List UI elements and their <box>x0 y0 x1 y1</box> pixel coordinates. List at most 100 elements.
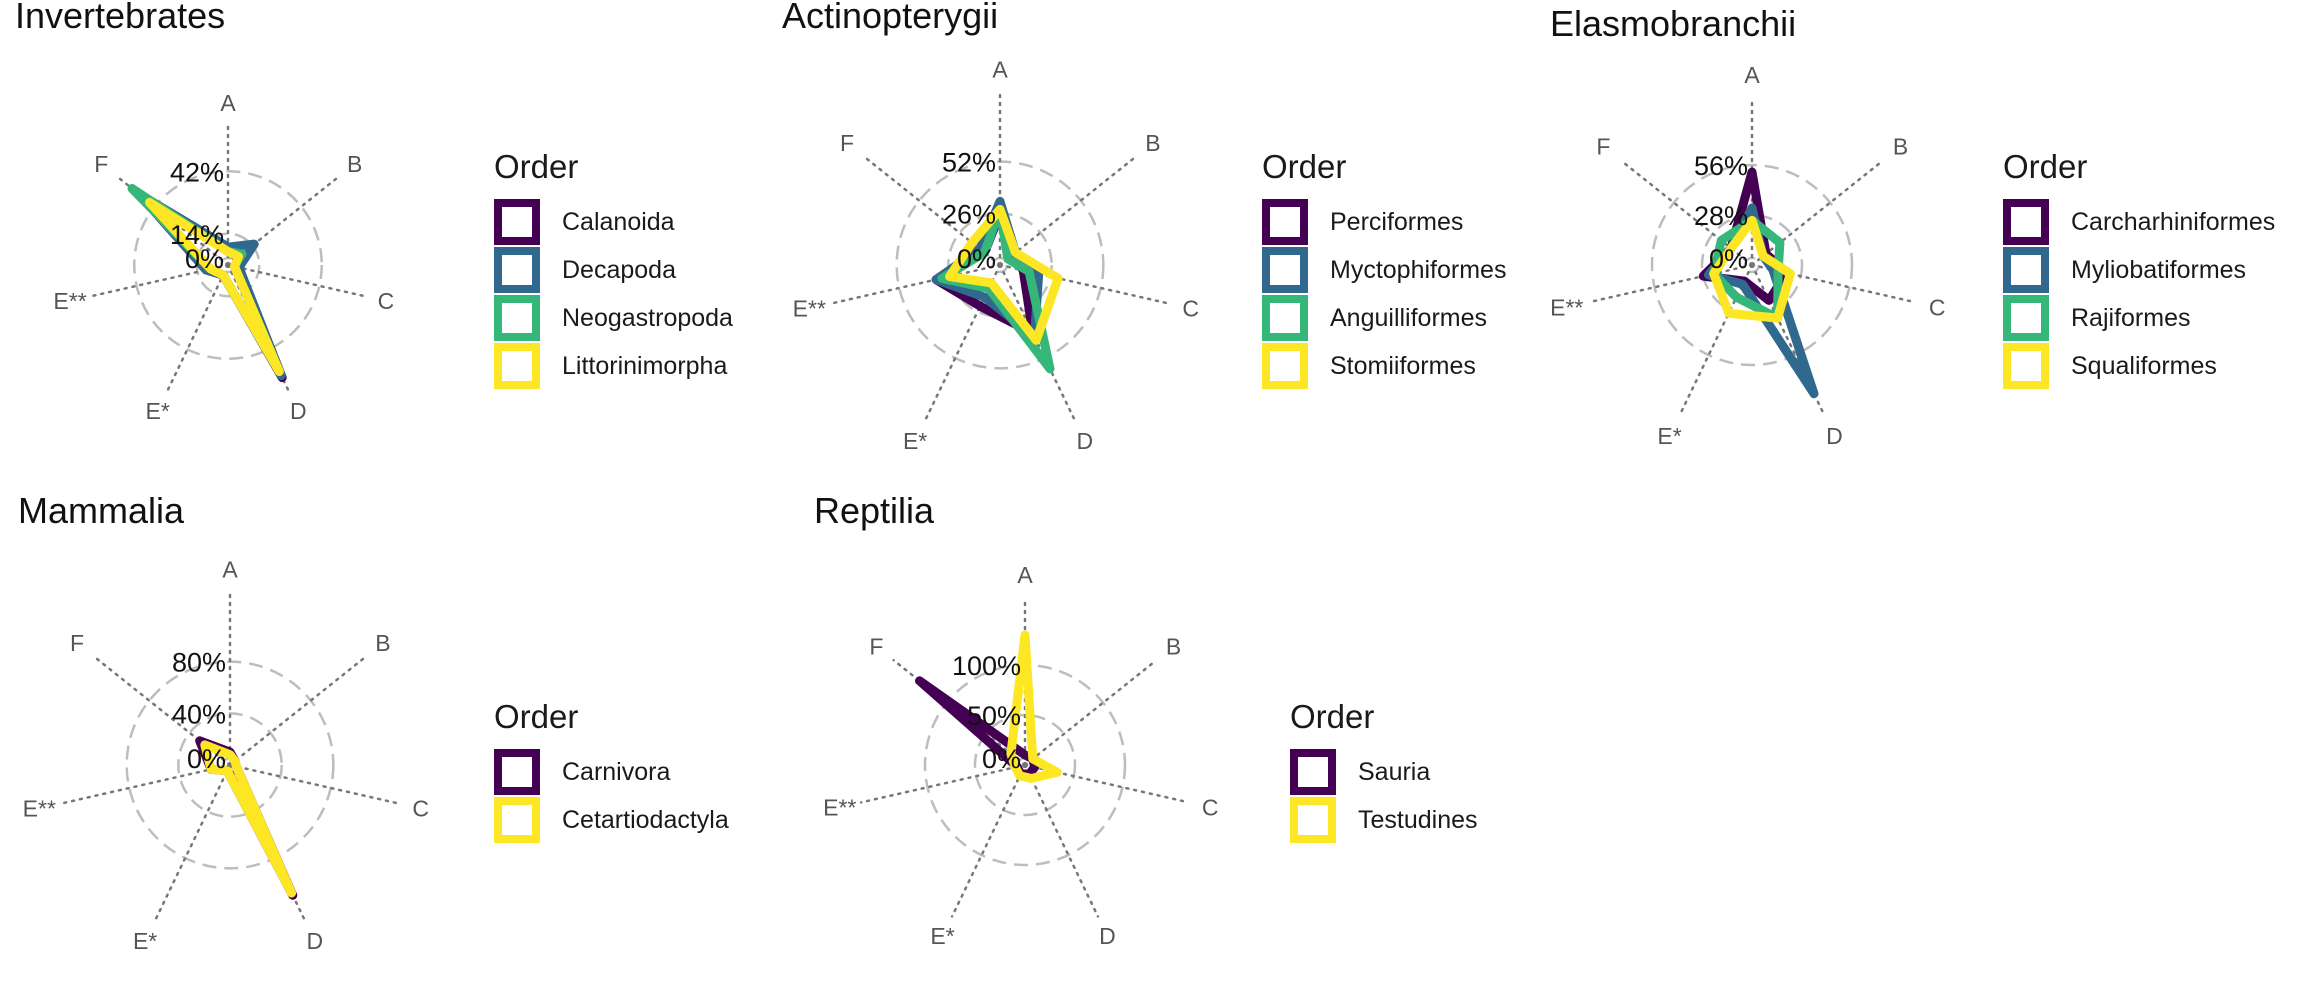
legend-label: Myctophiformes <box>1330 255 1507 284</box>
legend-key-swatch <box>2003 343 2049 389</box>
legend-key-swatch <box>494 247 540 293</box>
legend-item: Carnivora <box>494 748 729 796</box>
axis-label: A <box>220 90 236 116</box>
legend-key-swatch <box>1290 797 1336 843</box>
legend-item: Stomiiformes <box>1262 342 1506 390</box>
axis-spoke <box>1023 763 1100 918</box>
ring-label: 50% <box>967 701 1021 731</box>
axis-spoke <box>829 263 1002 305</box>
ring-label: 42% <box>170 157 224 187</box>
axis-spoke <box>153 763 232 923</box>
axis-label: F <box>94 151 108 177</box>
legend-label: Sauria <box>1358 757 1431 786</box>
axis-label: E** <box>23 796 56 822</box>
axis-label: E* <box>903 428 927 454</box>
legend-label: Stomiiformes <box>1330 351 1476 380</box>
axis-label: D <box>1826 423 1843 449</box>
legend-item: Carcharhiniformes <box>2003 198 2275 246</box>
ring-label: 40% <box>172 699 226 729</box>
legend-item: Squaliformes <box>2003 342 2275 390</box>
axis-label: A <box>992 56 1008 82</box>
ring-label: 0% <box>982 744 1021 774</box>
legend-key-swatch <box>494 295 540 341</box>
ring-label: 100% <box>952 651 1021 681</box>
legend-key-swatch <box>1290 749 1336 795</box>
legend-item: Decapoda <box>494 246 733 294</box>
axis-label: C <box>412 796 429 822</box>
axis-label: D <box>1077 428 1094 454</box>
axis-label: B <box>1893 134 1908 160</box>
legend-label: Squaliformes <box>2071 351 2217 380</box>
axis-label: D <box>307 928 324 954</box>
axis-spoke <box>166 263 230 393</box>
axis-label: A <box>1017 562 1033 588</box>
series-polygon <box>200 740 297 898</box>
ring-label: 56% <box>1694 151 1748 181</box>
legend-item: Anguilliformes <box>1262 294 1506 342</box>
ring-label: 14% <box>170 220 224 250</box>
axis-spoke <box>950 763 1027 918</box>
legend-item: Cetartiodactyla <box>494 796 729 844</box>
axis-label: F <box>70 630 84 656</box>
chart-title: Elasmobranchii <box>1550 3 1796 44</box>
legend-label: Littorinimorpha <box>562 351 728 380</box>
axis-spoke <box>117 176 230 267</box>
axis-spoke <box>226 263 366 298</box>
axis-label: E** <box>823 794 856 820</box>
chart-title: Actinopterygii <box>782 0 998 36</box>
series-polygon <box>937 204 1055 374</box>
series-polygon <box>145 197 284 377</box>
axis-spoke <box>1023 659 1158 767</box>
legend-item: Calanoida <box>494 198 733 246</box>
axis-label: F <box>869 634 883 660</box>
axis-label: C <box>378 288 395 314</box>
chart-title: Mammalia <box>18 490 185 531</box>
axis-label: B <box>1166 634 1181 660</box>
axis-label: E* <box>930 923 954 949</box>
legend-label: Carcharhiniformes <box>2071 207 2276 236</box>
series-polygon <box>1006 630 1062 783</box>
axis-label: E* <box>146 398 170 424</box>
legend-key-swatch <box>2003 199 2049 245</box>
legend-key-swatch <box>2003 247 2049 293</box>
axis-spoke <box>863 155 1002 267</box>
axis-label: B <box>1145 130 1160 156</box>
axis-label: C <box>1182 296 1199 322</box>
legend-label: Neogastropoda <box>562 303 733 332</box>
legend-title: Order <box>2003 148 2088 185</box>
legend-item: Littorinimorpha <box>494 342 733 390</box>
legend-key-swatch <box>494 749 540 795</box>
axis-label: F <box>840 130 854 156</box>
series-polygon <box>945 204 1063 345</box>
legend-key-swatch <box>494 343 540 389</box>
legend-key-swatch <box>494 797 540 843</box>
axis-label: B <box>375 630 390 656</box>
legend: Order Carnivora Cetartiodactyla <box>494 698 729 844</box>
ring-label: 52% <box>942 148 996 178</box>
axis-spoke <box>998 263 1171 305</box>
axis-spoke <box>998 155 1137 267</box>
legend-item: Myliobatiformes <box>2003 246 2275 294</box>
legend-key-swatch <box>1262 199 1308 245</box>
legend-key-swatch <box>1262 295 1308 341</box>
ring-label: 26% <box>942 199 996 229</box>
ring-label: 28% <box>1694 201 1748 231</box>
legend-title: Order <box>1290 698 1375 735</box>
axis-spoke <box>228 763 401 805</box>
ring-label: 80% <box>172 648 226 678</box>
axis-label: E** <box>53 288 86 314</box>
legend: Order Perciformes Myctophiformes Anguillifo… <box>1262 148 1506 390</box>
legend-item: Sauria <box>1290 748 1478 796</box>
legend-label: Decapoda <box>562 255 676 284</box>
ring-label: 0% <box>957 244 996 274</box>
axis-spoke <box>228 655 367 767</box>
legend-label: Cetartiodactyla <box>562 805 729 834</box>
legend-label: Calanoida <box>562 207 675 236</box>
axis-label: D <box>1099 923 1116 949</box>
legend-key-swatch <box>494 199 540 245</box>
legend: Order Carcharhiniformes Myliobatiformes Raj… <box>2003 148 2275 390</box>
axis-spoke <box>59 763 232 805</box>
